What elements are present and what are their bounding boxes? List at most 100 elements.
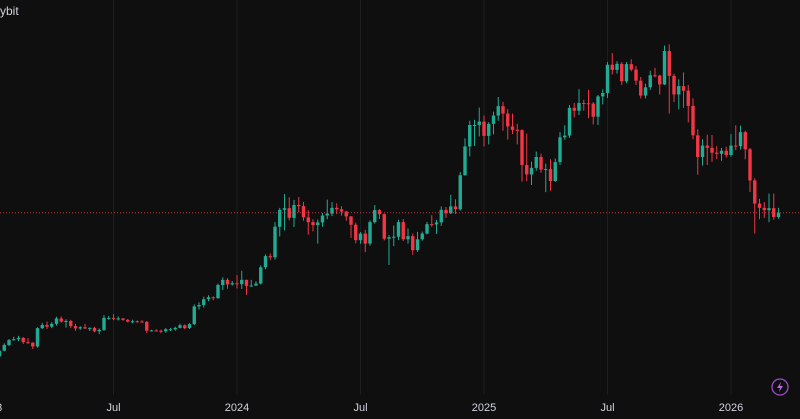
candle-body: [506, 113, 510, 127]
candle-body: [187, 324, 192, 329]
candle-body: [363, 233, 367, 244]
candle-body: [206, 297, 211, 300]
candle-body: [658, 75, 662, 85]
candle-body: [620, 63, 624, 82]
candle-body: [202, 299, 206, 305]
x-axis: 2023 Jul 2024 Jul 2025 Jul 2026: [0, 402, 743, 414]
candle-body: [776, 212, 781, 217]
candle-body: [430, 224, 434, 226]
candle-body: [45, 325, 49, 327]
candle-body: [373, 210, 377, 223]
candle-body: [558, 137, 562, 163]
candle-body: [710, 147, 714, 153]
candle-body: [463, 146, 467, 176]
candle-body: [292, 205, 296, 218]
candle-body: [35, 328, 40, 347]
candle-body: [306, 217, 310, 223]
candle-body: [515, 129, 519, 131]
candle-body: [349, 216, 353, 225]
candle-body: [724, 150, 728, 155]
candle-body: [344, 211, 348, 217]
candle-body: [648, 75, 652, 88]
candles: [0, 44, 800, 357]
candle-body: [164, 329, 168, 332]
candle-body: [719, 150, 724, 154]
candle-body: [268, 256, 272, 258]
candle-body: [12, 339, 16, 341]
candle-body: [696, 135, 700, 157]
candle-body: [444, 209, 448, 214]
candle-body: [225, 279, 230, 285]
candle-body: [667, 51, 671, 76]
candle-body: [639, 80, 643, 96]
candle-body: [700, 145, 705, 157]
candle-body: [634, 69, 638, 81]
candle-body: [520, 130, 524, 165]
candle-body: [73, 326, 78, 329]
candle-body: [192, 306, 196, 325]
candle-body: [482, 121, 486, 136]
candle-body: [168, 329, 173, 331]
candle-body: [92, 327, 97, 332]
candle-body: [572, 107, 576, 111]
candle-body: [149, 330, 154, 332]
candle-body: [311, 222, 315, 225]
candle-body: [624, 64, 629, 82]
candle-body: [211, 297, 215, 299]
x-tick-label: 2023: [0, 402, 2, 414]
x-tick-label: Jul: [600, 402, 614, 414]
candle-body: [382, 214, 386, 239]
candle-body: [40, 325, 44, 329]
candle-body: [392, 236, 396, 238]
candle-body: [772, 208, 776, 217]
candle-body: [368, 222, 372, 244]
candle-body: [320, 215, 325, 223]
candle-body: [449, 206, 453, 214]
candle-body: [610, 64, 614, 70]
candle-body: [107, 317, 111, 319]
candle-body: [544, 169, 548, 170]
candle-body: [705, 145, 709, 148]
candle-body: [748, 149, 752, 181]
candle-body: [126, 319, 130, 322]
candle-body: [249, 285, 253, 287]
candle-body: [325, 213, 329, 216]
candle-body: [577, 103, 581, 111]
candle-body: [116, 318, 120, 320]
candle-body: [553, 162, 557, 181]
candle-body: [420, 233, 424, 240]
candle-body: [69, 321, 73, 327]
candle-body: [715, 152, 719, 154]
candle-body: [439, 209, 443, 223]
candle-body: [387, 237, 391, 239]
candle-body: [591, 103, 595, 117]
candle-body: [316, 222, 320, 225]
candle-body: [662, 51, 667, 85]
candle-body: [548, 169, 553, 181]
candle-body: [629, 64, 633, 70]
candle-body: [50, 323, 54, 327]
candle-body: [377, 210, 382, 215]
candle-body: [21, 337, 25, 343]
candle-body: [64, 321, 68, 322]
candle-body: [472, 125, 477, 126]
candle-body: [145, 321, 149, 331]
candle-body: [240, 279, 244, 285]
candle-body: [221, 279, 225, 285]
candle-body: [88, 327, 92, 329]
lightning-button[interactable]: [771, 378, 789, 396]
candle-body: [563, 135, 567, 138]
x-tick-label: Jul: [106, 402, 120, 414]
candle-body: [743, 132, 747, 150]
candle-body: [767, 208, 771, 211]
candle-body: [26, 342, 30, 344]
candle-body: [173, 327, 177, 330]
candle-body: [677, 86, 681, 95]
candle-body: [653, 75, 657, 77]
candle-body: [453, 206, 458, 210]
candle-body: [301, 206, 306, 218]
candle-body: [0, 350, 2, 357]
candle-body: [335, 207, 339, 210]
